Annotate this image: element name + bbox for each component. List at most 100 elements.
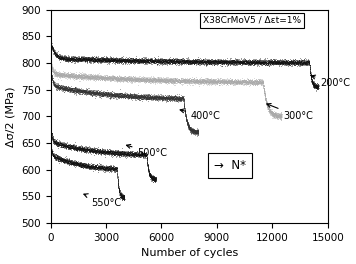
Point (182, 77, 187, 82)
Point (100, 58, 106, 62)
Point (176, 96, 182, 101)
Point (227, 63, 233, 68)
Point (274, 62, 280, 66)
Point (58, 56, 64, 60)
Point (81, 88, 87, 93)
Point (68, 88, 73, 92)
Point (97, 57, 103, 61)
Point (195, 58, 200, 62)
Point (147, 58, 152, 62)
Point (278, 111, 284, 115)
Point (180, 60, 185, 64)
Point (275, 117, 281, 121)
Point (58, 86, 63, 90)
Point (164, 59, 170, 64)
Point (194, 60, 200, 64)
Point (48, 126, 54, 130)
Point (128, 78, 134, 82)
Point (81, 149, 87, 153)
Point (130, 74, 136, 78)
Point (195, 55, 200, 59)
Point (194, 56, 199, 61)
Point (110, 167, 116, 171)
Point (54, 71, 60, 75)
Point (243, 81, 249, 85)
Point (191, 130, 197, 135)
Point (125, 94, 130, 98)
Point (151, 93, 157, 97)
Point (84, 56, 90, 60)
Point (163, 78, 168, 82)
Point (192, 78, 198, 82)
Point (156, 60, 161, 64)
Point (76, 91, 82, 95)
Point (169, 62, 175, 66)
Point (78, 74, 83, 78)
Point (64, 54, 69, 59)
Point (94, 145, 99, 150)
Point (307, 69, 313, 73)
Point (63, 86, 69, 90)
Point (121, 196, 126, 201)
Point (88, 58, 94, 62)
Point (147, 171, 153, 176)
Point (74, 147, 79, 151)
Point (138, 94, 144, 98)
Point (84, 56, 89, 60)
Point (49, 132, 55, 136)
Point (234, 81, 239, 85)
Point (305, 60, 311, 64)
Point (84, 146, 90, 150)
Point (157, 79, 163, 83)
Point (219, 78, 225, 82)
Point (56, 86, 62, 91)
Point (138, 95, 143, 99)
Point (118, 150, 124, 154)
Point (107, 75, 112, 79)
Point (70, 143, 75, 147)
Point (187, 59, 192, 64)
Point (50, 136, 56, 140)
Point (266, 109, 272, 113)
Point (139, 59, 145, 63)
Point (108, 150, 113, 154)
Point (74, 58, 80, 62)
Point (191, 128, 197, 132)
Point (76, 58, 82, 62)
Point (68, 56, 74, 60)
Point (96, 93, 101, 97)
Point (69, 74, 74, 78)
Point (79, 56, 84, 60)
Point (260, 62, 266, 66)
Point (87, 89, 93, 93)
Point (112, 91, 118, 96)
Point (79, 75, 85, 79)
Point (121, 76, 127, 80)
Point (52, 70, 58, 74)
Point (166, 58, 172, 62)
Point (241, 79, 247, 83)
Point (156, 79, 162, 83)
Point (145, 58, 151, 63)
Point (190, 58, 196, 62)
Point (277, 112, 283, 117)
Point (253, 79, 258, 83)
Point (77, 90, 82, 94)
Point (188, 78, 194, 82)
Point (265, 100, 270, 105)
Point (140, 153, 145, 157)
Point (75, 161, 80, 165)
Point (79, 148, 84, 152)
Point (241, 60, 246, 65)
Point (117, 191, 123, 195)
Point (134, 77, 139, 81)
Point (156, 77, 162, 82)
Point (53, 139, 59, 143)
Point (224, 61, 230, 65)
Point (72, 57, 77, 61)
Point (121, 197, 127, 201)
Point (108, 74, 114, 79)
Point (308, 77, 314, 81)
Point (106, 166, 112, 170)
Point (61, 157, 67, 161)
